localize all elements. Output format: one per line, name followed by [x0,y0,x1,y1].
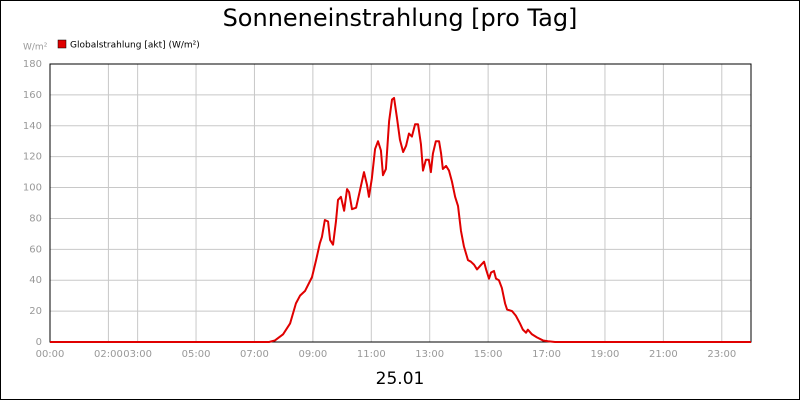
x-tick-label: 17:00 [532,349,561,360]
x-tick-label: 13:00 [415,349,444,360]
y-tick-label: 80 [29,213,42,224]
data-line [50,96,751,343]
y-tick-label: 180 [23,59,42,70]
legend-swatch [57,39,67,49]
y-tick-label: 60 [29,244,42,255]
x-tick-label: 23:00 [707,349,736,360]
x-tick-label: 15:00 [474,349,503,360]
y-tick-label: 40 [29,275,42,286]
x-tick-label: 19:00 [591,349,620,360]
y-tick-label: 140 [23,121,42,132]
y-tick-label: 0 [36,337,42,348]
plot-border [49,63,752,343]
y-tick-label: 20 [29,306,42,317]
y-tick-label: 160 [23,90,42,101]
y-tick-label: 100 [23,183,42,194]
x-tick-label: 02:00 [94,349,123,360]
y-axis-label: W/m² [23,43,48,53]
x-tick-label: 21:00 [649,349,678,360]
x-tick-label: 07:00 [240,349,269,360]
x-tick-label: 09:00 [298,349,327,360]
x-tick-label: 05:00 [182,349,211,360]
y-tick-label: 120 [23,152,42,163]
plot-area [50,64,751,342]
x-tick-label: 03:00 [123,349,152,360]
chart-title: Sonneneinstrahlung [pro Tag] [223,4,578,32]
x-tick-label: 11:00 [357,349,386,360]
x-tick-label: 00:00 [36,349,65,360]
legend-label: Globalstrahlung [akt] (W/m²) [70,41,200,51]
x-axis-label: 25.01 [376,369,425,389]
